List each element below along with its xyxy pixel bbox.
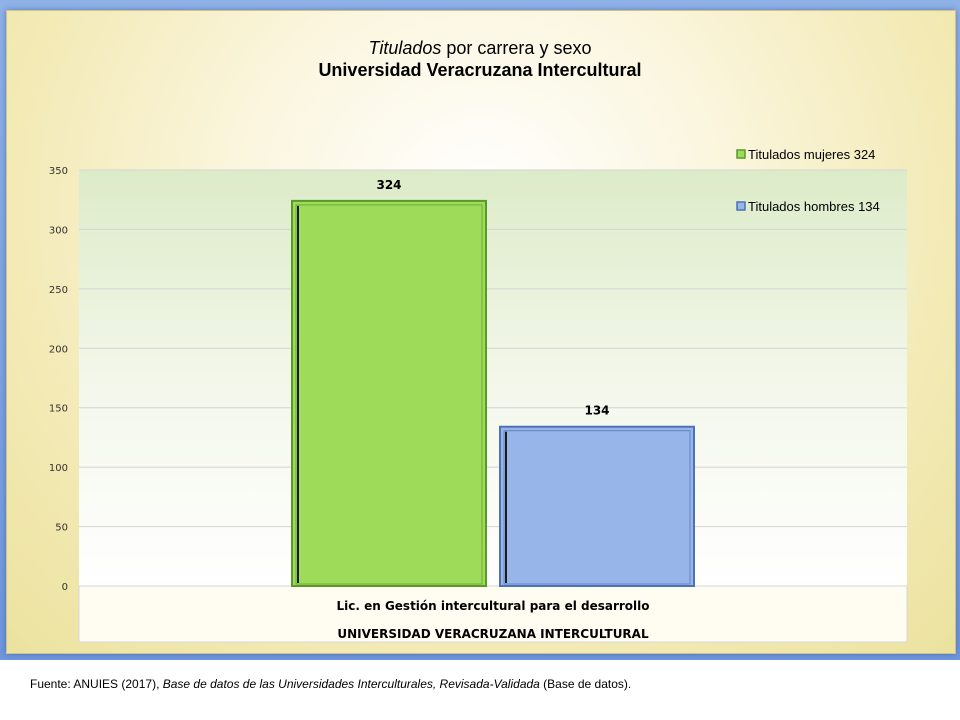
bar [291,199,487,587]
bar-bevel [503,430,691,585]
chart-title-italic: Titulados [368,38,442,58]
data-label: 134 [584,404,609,418]
legend: Titulados mujeres 324 Titulados hombres 1… [736,147,880,214]
y-tick-label: 100 [49,463,68,474]
y-tick-label: 250 [49,285,68,296]
bar-bevel [295,204,483,585]
y-tick-label: 50 [55,523,68,534]
y-tick-label: 300 [49,225,68,236]
category-group-label: UNIVERSIDAD VERACRUZANA INTERCULTURAL [337,627,649,641]
x-tick-label: Lic. en Gestión intercultural para el de… [336,599,649,613]
bar [499,425,695,587]
source-note: Fuente: ANUIES (2017), Base de datos de … [30,677,631,691]
y-tick-label: 350 [49,166,68,177]
source-tail: (Base de datos). [539,677,632,691]
data-label: 324 [376,178,401,192]
y-tick-label: 200 [49,344,68,355]
category-axis-box [78,585,908,643]
y-tick-label: 0 [62,582,68,593]
plot-area [79,170,907,586]
chart-title: Titulados por carrera y sexo [0,38,960,59]
y-tick-label: 150 [49,404,68,415]
chart-subtitle: Universidad Veracruzana Intercultural [318,60,642,80]
legend-label: Titulados mujeres 324 [748,147,875,162]
source-title: Base de datos de las Universidades Inter… [162,677,540,691]
chart-title-rest: por carrera y sexo [441,38,592,58]
bar-chart: 0 50 100 150 200 250 300 350 324 134 Lic. en Ges… [49,147,908,643]
legend-swatch [736,149,746,159]
source-lead: Fuente: ANUIES (2017), [30,677,163,691]
legend-label: Titulados hombres 134 [748,199,880,214]
legend-swatch [736,201,746,211]
